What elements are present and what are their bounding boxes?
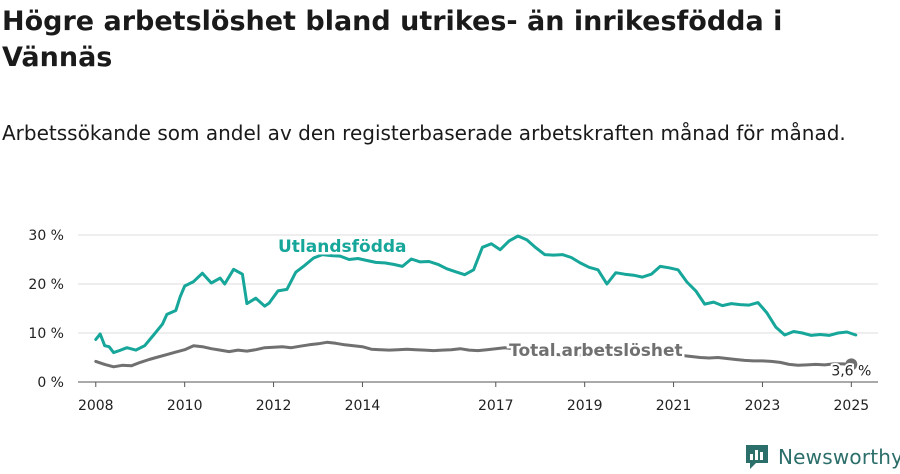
x-tick-label-2: 2012 xyxy=(256,398,292,414)
series-label-0: Utlandsfödda xyxy=(278,237,407,257)
x-tick-label-6: 2021 xyxy=(656,398,692,414)
chart-title: Högre arbetslöshet bland utrikes- än inr… xyxy=(2,6,783,73)
x-axis: 2008 2010 2012 2014 2017 2019 2021 2023 2025 xyxy=(78,382,869,414)
newsworthy-logo-icon xyxy=(746,445,768,469)
x-tick-label-3: 2014 xyxy=(345,398,381,414)
x-tick-label-0: 2008 xyxy=(78,398,114,414)
brand-name: Newsworthy xyxy=(778,445,900,469)
x-tick-label-5: 2019 xyxy=(567,398,603,414)
series xyxy=(94,234,858,369)
series-line-1 xyxy=(94,340,853,369)
brand: Newsworthy xyxy=(744,441,900,473)
series-line-0 xyxy=(94,234,858,355)
y-tick-label-0: 0 % xyxy=(37,375,64,391)
x-tick-label-1: 2010 xyxy=(167,398,203,414)
chart-subtitle: Arbetssökande som andel av den registerb… xyxy=(2,121,846,145)
x-tick-label-8: 2025 xyxy=(834,398,870,414)
annotations: Utlandsfödda Total arbetslöshet 3,6 % xyxy=(276,235,874,382)
y-tick-label-2: 20 % xyxy=(28,277,64,293)
end-point-marker xyxy=(845,358,858,371)
y-axis: 0 % 10 % 20 % 30 % xyxy=(28,228,64,391)
y-tick-label-3: 30 % xyxy=(28,228,64,244)
y-tick-label-1: 10 % xyxy=(28,326,64,342)
end-value-label: 3,6 % xyxy=(831,363,871,379)
x-tick-label-4: 2017 xyxy=(478,398,514,414)
series-label-1: Total arbetslöshet xyxy=(509,341,683,361)
x-tick-label-7: 2023 xyxy=(745,398,781,414)
